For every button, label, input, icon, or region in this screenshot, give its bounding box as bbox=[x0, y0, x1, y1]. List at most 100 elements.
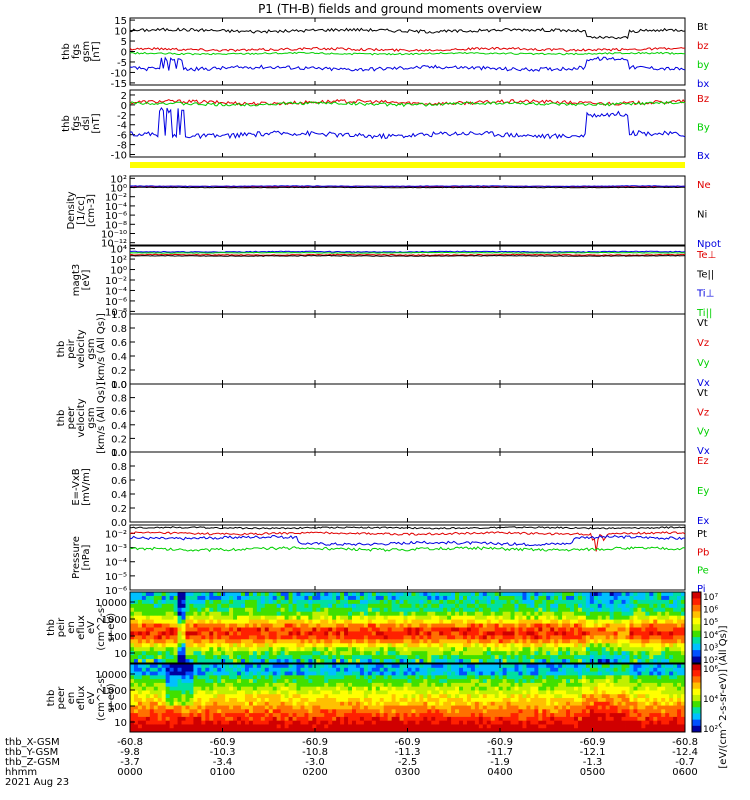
heatmap-cell bbox=[355, 698, 361, 703]
heatmap-cell bbox=[494, 623, 500, 628]
heatmap-cell bbox=[316, 639, 321, 644]
heatmap-cell bbox=[312, 709, 317, 714]
heatmap-cell bbox=[241, 716, 246, 722]
heatmap-cell bbox=[383, 647, 389, 652]
heatmap-cell bbox=[439, 667, 444, 672]
heatmap-cell bbox=[435, 694, 440, 699]
heatmap-cell bbox=[677, 599, 682, 605]
heatmap-cell bbox=[431, 664, 436, 669]
heatmap-cell bbox=[189, 611, 194, 617]
heatmap-cell bbox=[522, 694, 527, 699]
heatmap-cell bbox=[181, 643, 186, 648]
heatmap-cell bbox=[145, 639, 151, 644]
heatmap-cell bbox=[292, 623, 297, 628]
heatmap-cell bbox=[486, 607, 492, 613]
heatmap-cell bbox=[328, 716, 333, 722]
heatmap-cell bbox=[447, 724, 452, 729]
heatmap-cell bbox=[585, 639, 591, 644]
heatmap-cell bbox=[284, 690, 289, 695]
heatmap-cell bbox=[308, 716, 313, 722]
heatmap-cell bbox=[478, 667, 484, 672]
heatmap-cell bbox=[589, 611, 595, 617]
heatmap-cell bbox=[530, 679, 535, 684]
heatmap-cell bbox=[526, 655, 531, 660]
series-Pb-line bbox=[129, 531, 686, 552]
heatmap-cell bbox=[498, 679, 504, 684]
heatmap-cell bbox=[514, 619, 519, 624]
heatmap-cell bbox=[546, 659, 551, 664]
heatmap-cell bbox=[355, 615, 361, 621]
heatmap-cell bbox=[328, 615, 333, 621]
heatmap-cell bbox=[237, 664, 242, 669]
heatmap-cell bbox=[419, 709, 424, 714]
heatmap-cell bbox=[308, 592, 313, 597]
heatmap-cell bbox=[169, 682, 174, 688]
heatmap-cell bbox=[554, 694, 559, 699]
heatmap-cell bbox=[256, 664, 262, 669]
heatmap-cell bbox=[498, 631, 504, 636]
heatmap-cell bbox=[566, 595, 571, 601]
heatmap-cell bbox=[185, 615, 190, 621]
heatmap-cell bbox=[177, 659, 182, 664]
heatmap-cell bbox=[486, 667, 492, 672]
heatmap-cell bbox=[577, 701, 583, 706]
heatmap-cell bbox=[669, 619, 674, 624]
heatmap-cell bbox=[451, 709, 456, 714]
heatmap-cell bbox=[264, 701, 270, 706]
heatmap-cell bbox=[443, 655, 448, 660]
heatmap-cell bbox=[395, 720, 400, 725]
heatmap-cell bbox=[352, 595, 357, 601]
heatmap-cell bbox=[566, 635, 571, 640]
heatmap-cell bbox=[169, 716, 174, 722]
heatmap-cell bbox=[260, 603, 266, 609]
heatmap-cell bbox=[367, 667, 373, 672]
heatmap-cell bbox=[673, 655, 678, 660]
heatmap-cell bbox=[340, 592, 345, 597]
heatmap-cell bbox=[229, 615, 234, 621]
heatmap-cell bbox=[316, 694, 321, 699]
heatmap-cell bbox=[375, 655, 381, 660]
heatmap-cell bbox=[292, 667, 297, 672]
heatmap-cell bbox=[534, 679, 539, 684]
heatmap-cell bbox=[276, 603, 282, 609]
heatmap-cell bbox=[494, 701, 500, 706]
heatmap-cell bbox=[439, 627, 444, 632]
heatmap-cell bbox=[252, 595, 258, 601]
heatmap-cell bbox=[181, 611, 186, 617]
heatmap-cell bbox=[225, 720, 230, 725]
heatmap-cell bbox=[276, 720, 282, 725]
heatmap-cell bbox=[133, 690, 139, 695]
heatmap-cell bbox=[455, 686, 460, 691]
heatmap-cell bbox=[272, 635, 278, 640]
heatmap-cell bbox=[577, 694, 583, 699]
heatmap-cell bbox=[328, 671, 333, 676]
heatmap-cell bbox=[633, 635, 638, 640]
heatmap-cell bbox=[562, 592, 567, 597]
heatmap-cell bbox=[534, 713, 539, 718]
series-bx-line bbox=[129, 56, 686, 72]
heatmap-cell bbox=[423, 716, 428, 722]
heatmap-cell bbox=[241, 627, 246, 632]
heatmap-cell bbox=[474, 716, 480, 722]
heatmap-cell bbox=[447, 716, 452, 722]
heatmap-cell bbox=[371, 709, 377, 714]
heatmap-cell bbox=[645, 603, 650, 609]
heatmap-cell bbox=[312, 675, 317, 680]
y-tick-label: 10⁻⁶ bbox=[105, 211, 127, 222]
heatmap-cell bbox=[284, 643, 289, 648]
heatmap-cell bbox=[201, 686, 206, 691]
heatmap-cell bbox=[518, 705, 523, 710]
heatmap-cell bbox=[344, 599, 349, 605]
heatmap-cell bbox=[173, 713, 178, 718]
heatmap-cell bbox=[574, 615, 579, 621]
heatmap-cell bbox=[209, 720, 214, 725]
heatmap-cell bbox=[181, 631, 186, 636]
heatmap-cell bbox=[391, 694, 396, 699]
heatmap-cell bbox=[581, 728, 587, 733]
heatmap-cell bbox=[530, 595, 535, 601]
heatmap-cell bbox=[581, 686, 587, 691]
heatmap-cell bbox=[486, 682, 492, 688]
heatmap-cell bbox=[205, 595, 210, 601]
heatmap-cell bbox=[149, 728, 155, 733]
heatmap-cell bbox=[637, 615, 642, 621]
